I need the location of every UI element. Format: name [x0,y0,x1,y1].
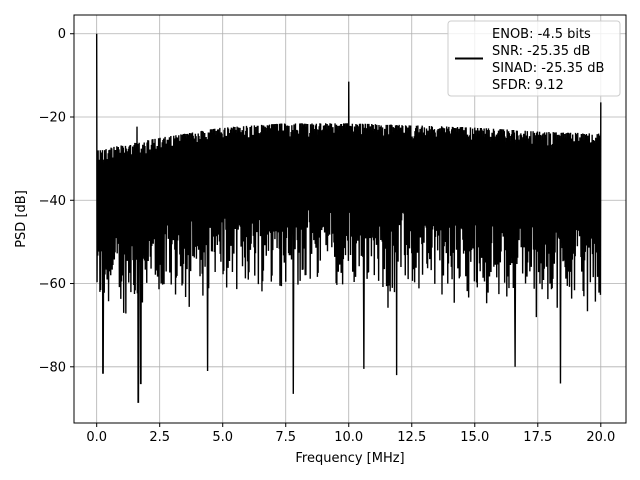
legend: ENOB: -4.5 bits SNR: -25.35 dB SINAD: -2… [447,20,621,97]
y-tick-label-4: −80 [39,360,66,375]
legend-sfdr: SFDR: 9.12 [492,78,564,93]
x-tick-label-6: 15.0 [460,430,489,445]
y-tick-label-3: −60 [39,277,66,292]
plot-area [95,33,602,403]
psd-series-line [95,33,602,403]
y-tick-label-1: −20 [39,111,66,126]
x-tick-label-3: 7.5 [275,430,296,445]
x-axis-ticks: 0.0 2.5 5.0 7.5 10.0 12.5 15.0 17.5 20.0 [86,423,615,445]
x-tick-label-8: 20.0 [586,430,615,445]
y-tick-label-2: −40 [39,194,66,209]
x-tick-label-2: 5.0 [212,430,233,445]
x-tick-label-1: 2.5 [149,430,170,445]
x-tick-label-7: 17.5 [523,430,552,445]
y-axis-ticks: 0 −20 −40 −60 −80 [39,27,74,375]
y-axis-label: PSD [dB] [14,190,29,248]
x-tick-label-4: 10.0 [334,430,363,445]
x-tick-label-0: 0.0 [86,430,107,445]
legend-snr: SNR: -25.35 dB [492,44,590,59]
x-tick-label-5: 12.5 [397,430,426,445]
y-tick-label-0: 0 [58,27,66,42]
legend-enob: ENOB: -4.5 bits [492,27,591,42]
legend-box [447,20,621,97]
x-axis-label: Frequency [MHz] [295,451,404,466]
legend-sinad: SINAD: -25.35 dB [492,61,604,76]
axes-frame [73,14,627,424]
